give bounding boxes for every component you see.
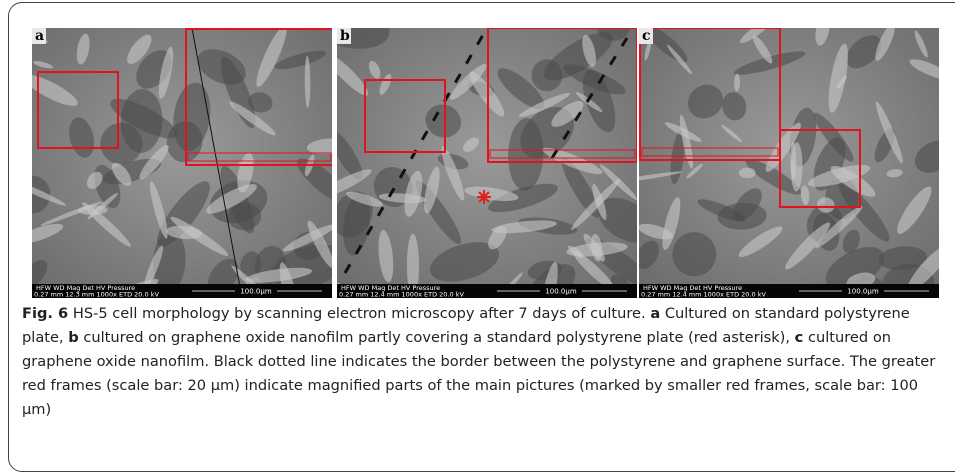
panel-label: c [642,28,651,44]
caption-text: HS-5 cell morphology by scanning electro… [73,305,646,322]
info-values: 0.27 mm 12.4 mm 1000x ETD 20.0 kV [339,291,464,299]
info-values: 0.27 mm 12.4 mm 1000x ETD 20.0 kV [641,291,766,299]
part-text: cultured on graphene oxide nanofilm part… [83,329,790,346]
scale-label: 100.0µm [240,288,271,296]
part-label: c [795,329,804,346]
page: HFW WD Mag Det HV Pressure0.27 mm 12.3 m… [0,0,955,447]
caption-label: Fig. 6 [22,305,68,322]
scale-label: 100.0µm [847,288,878,296]
panel-label: b [340,28,350,44]
panel-label: a [35,28,44,44]
sem-image: HFW WD Mag Det HV Pressure0.27 mm 12.3 m… [2,15,354,300]
part-label: a [650,305,660,322]
scale-label: 100.0µm [545,288,576,296]
info-values: 0.27 mm 12.3 mm 1000x ETD 20.0 kV [34,291,159,299]
part-label: b [68,329,78,346]
figure-caption: Fig. 6 HS-5 cell morphology by scanning … [22,302,942,422]
